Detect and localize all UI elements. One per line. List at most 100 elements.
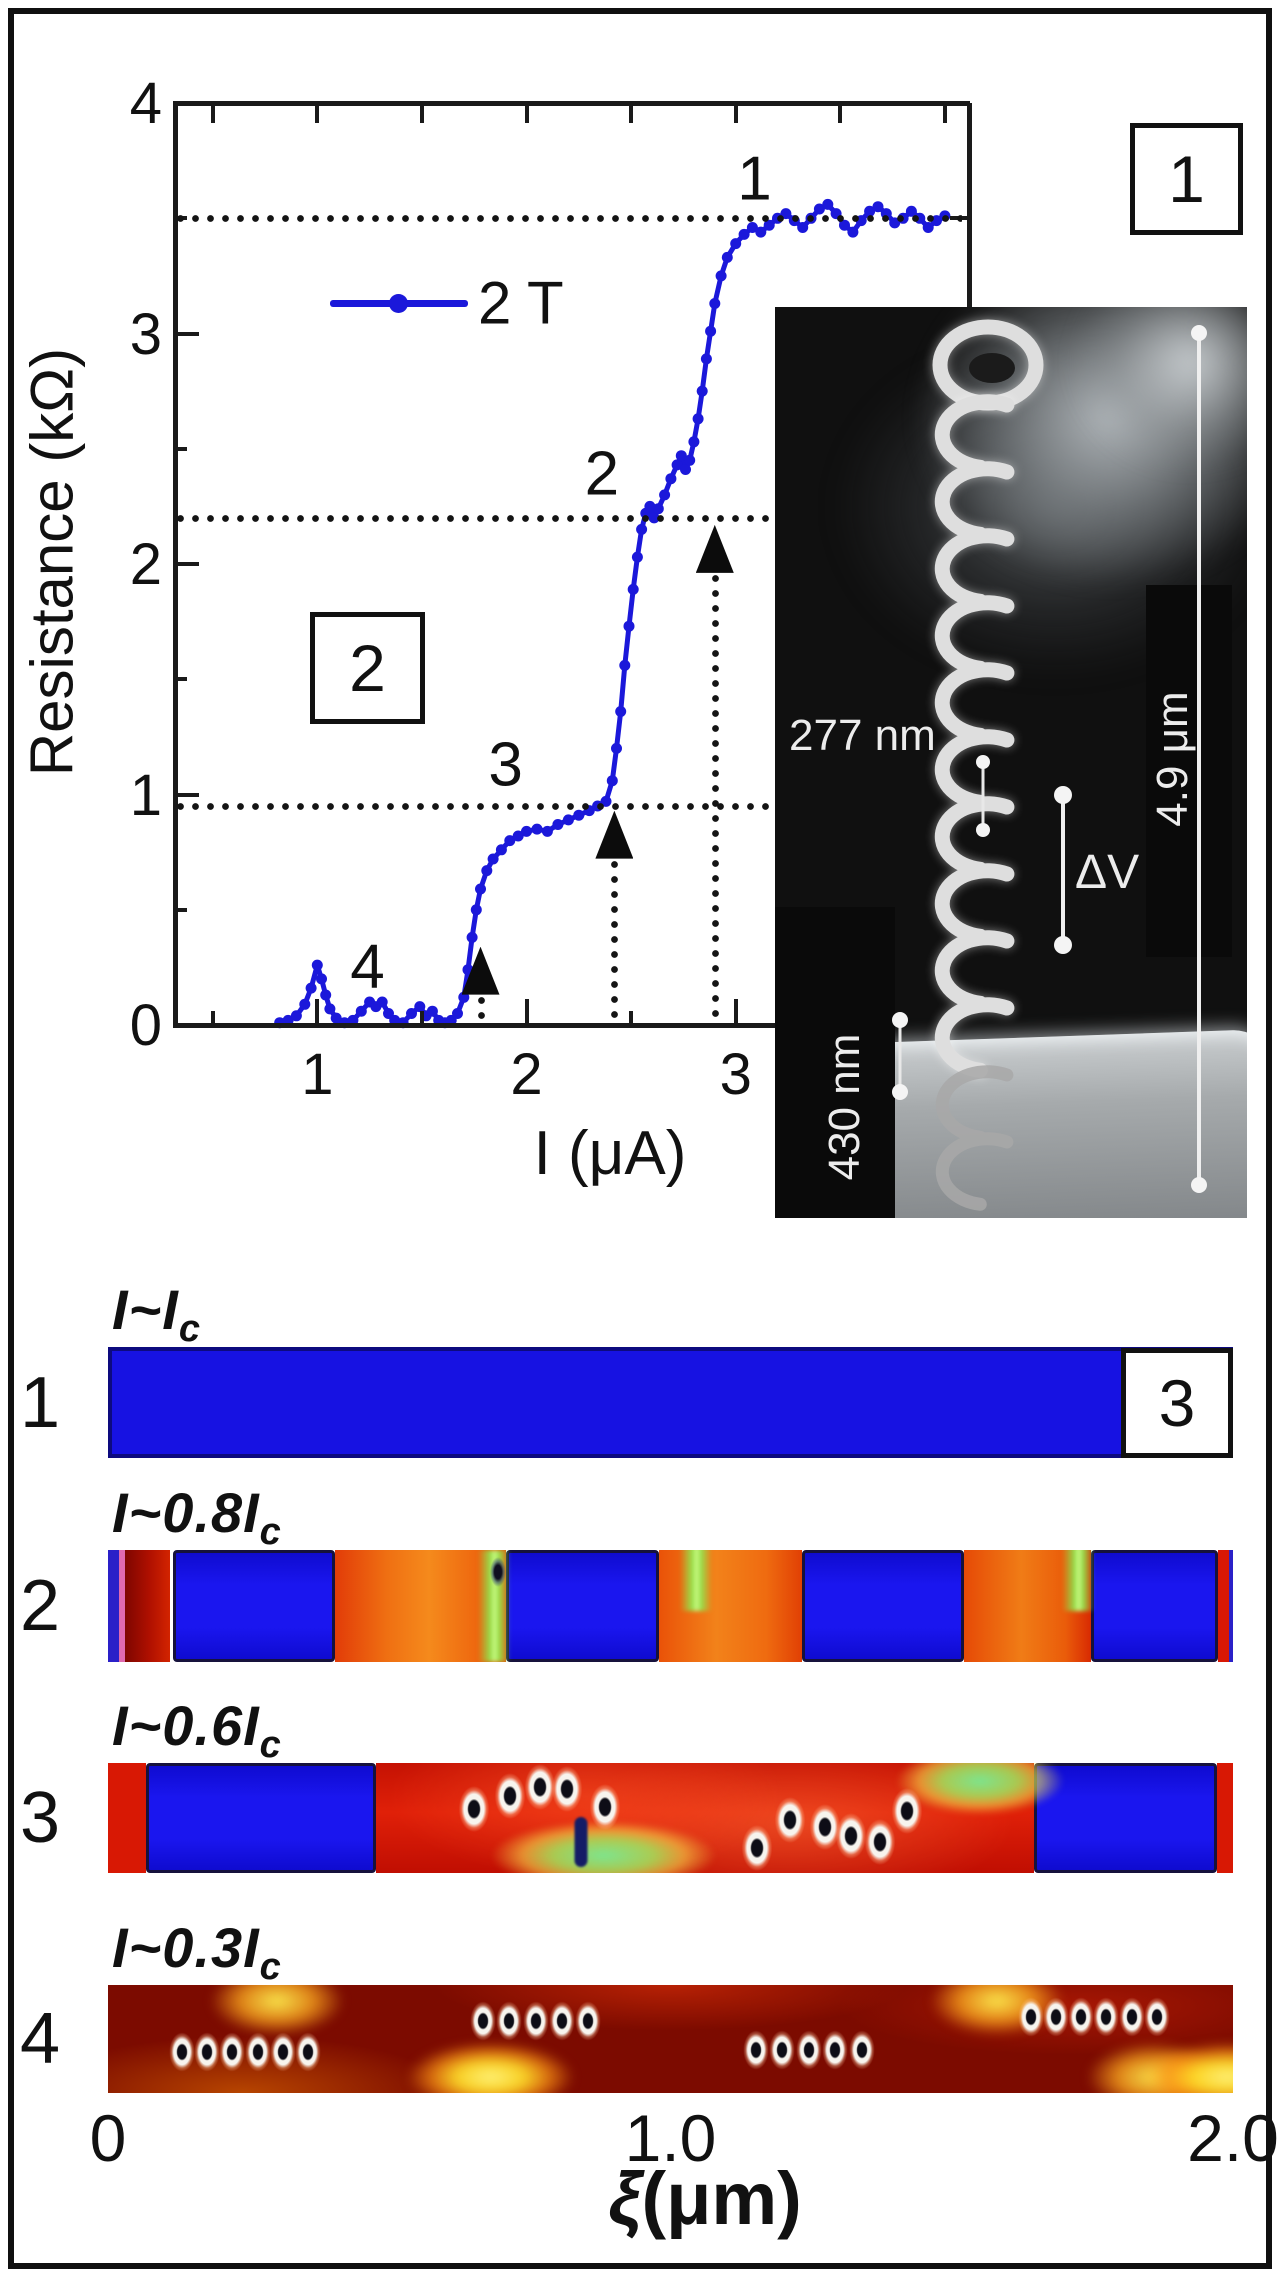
- vortex-dot: [820, 2026, 851, 2073]
- x-major-tick: [733, 999, 738, 1025]
- panel-label-box-2: 2: [310, 612, 425, 724]
- arrow-tail-1: [477, 992, 485, 1021]
- top-tick: [419, 103, 424, 123]
- green-streak: [680, 1550, 713, 1611]
- x-minor-tick: [419, 1011, 424, 1025]
- vortex-dot: [491, 1769, 528, 1823]
- y-tick-label: 4: [129, 71, 162, 136]
- strip-axis-tick-0: 0: [89, 2101, 127, 2175]
- legend-label: 2 T: [478, 269, 564, 337]
- y-major-tick: [173, 331, 199, 336]
- x-major-tick: [315, 999, 320, 1025]
- strip-3: [108, 1763, 1233, 1873]
- strip-segment-blueedge: [1228, 1550, 1233, 1662]
- x-tick-label: 2: [510, 1042, 543, 1107]
- top-tick: [315, 103, 320, 123]
- strip-segment-red: [1217, 1763, 1233, 1873]
- vortex-dot: [490, 1557, 507, 1588]
- vortex-dot: [1066, 1994, 1097, 2041]
- current-label-sub: c: [259, 1946, 282, 1989]
- strip-current-label-3: I~0.6Ic: [112, 1693, 282, 1767]
- y-minor-tick: [173, 446, 187, 451]
- step-annotation-3: 3: [488, 730, 523, 800]
- height-label: 4.9 μm: [1148, 691, 1197, 827]
- top-tick: [629, 103, 634, 123]
- vortex-dot: [242, 2028, 273, 2075]
- y-tick-label: 0: [129, 993, 162, 1058]
- step-annotation-4: 4: [350, 932, 385, 1002]
- vortex-dot: [1015, 1994, 1046, 2041]
- current-label-sub: c: [259, 1724, 282, 1767]
- coil-top-hole: [969, 353, 1015, 383]
- arrow-tail-3: [711, 570, 719, 1021]
- delta-v-bottom-dot: [1054, 936, 1072, 954]
- vortex-dot: [1116, 1994, 1147, 2041]
- panel-label-box-3: 3: [1121, 1348, 1233, 1458]
- pitch-bottom-dot: [976, 823, 990, 837]
- strip-segment-blue1: [108, 1347, 1233, 1458]
- strip-axis-tick-1.0: 1.0: [624, 2101, 717, 2175]
- current-label-sub: c: [178, 1308, 201, 1351]
- vortex-dot: [167, 2028, 198, 2075]
- pitch-top-dot: [976, 755, 990, 769]
- strip-number-1: 1: [19, 1362, 61, 1443]
- x-tick-label: 3: [719, 1042, 752, 1107]
- strip-segment-blue: [506, 1550, 660, 1662]
- top-tick: [524, 103, 529, 123]
- vortex-dot: [267, 2028, 298, 2075]
- y-minor-tick: [173, 907, 187, 912]
- x-major-tick: [524, 999, 529, 1025]
- vortex-dot: [574, 1817, 587, 1868]
- strip-current-label-4: I~0.3Ic: [112, 1915, 282, 1989]
- strip-segment-blue: [1033, 1763, 1218, 1873]
- strip-axis-unit: (μm): [641, 2157, 802, 2240]
- vortex-dot: [520, 1997, 551, 2044]
- sem-right-label-band: [1146, 585, 1232, 957]
- green-streak: [1061, 1550, 1094, 1611]
- y-major-tick: [173, 1023, 199, 1027]
- strip-segment-blue: [173, 1550, 336, 1662]
- strip-segment-blue: [1091, 1550, 1219, 1662]
- coil-lower-turns: [935, 1065, 1014, 1211]
- panel-label-3: 3: [1158, 1366, 1196, 1440]
- vortex-dot: [546, 1997, 577, 2044]
- vortex-dot: [549, 1763, 585, 1817]
- vortex-dot: [846, 2026, 877, 2073]
- top-tick: [733, 103, 738, 123]
- vortex-dot: [1142, 1994, 1173, 2041]
- current-label-main: I~I: [112, 1278, 179, 1341]
- vortex-dot: [793, 2026, 824, 2073]
- strip-2: [108, 1550, 1233, 1662]
- strip-segment-orange: [335, 1550, 507, 1662]
- y-major-tick: [173, 562, 199, 566]
- vortex-dot: [292, 2028, 323, 2075]
- current-label-main: I~0.8I: [112, 1481, 260, 1544]
- strip-4: [108, 1985, 1233, 2093]
- x-axis-title: I (μA): [533, 1119, 687, 1188]
- vortex-dot: [587, 1780, 624, 1834]
- diameter-bottom-dot: [892, 1084, 908, 1100]
- step-annotation-2: 2: [584, 439, 620, 509]
- strip-1: [108, 1347, 1233, 1458]
- heat-glow: [209, 1985, 345, 2036]
- y-tick-label: 3: [129, 301, 162, 367]
- arrow-tail-2: [611, 856, 619, 1021]
- vortex-dot: [767, 2026, 798, 2073]
- top-tick: [942, 103, 947, 123]
- diameter-label: 430 nm: [820, 1033, 869, 1181]
- legend-marker-dot: [389, 294, 408, 313]
- strip-segment-blue: [802, 1550, 965, 1662]
- vortex-dot: [455, 1782, 492, 1837]
- y-major-tick: [173, 101, 199, 105]
- panel-label-1: 1: [1168, 142, 1205, 216]
- vortex-dot: [741, 2026, 771, 2073]
- panel-label-2: 2: [349, 631, 386, 705]
- strip-number-3: 3: [19, 1778, 61, 1858]
- vortex-dot: [467, 1997, 498, 2044]
- heat-glow: [1143, 2042, 1233, 2093]
- strip-segment-pink: [119, 1550, 125, 1662]
- length-line-top-dot: [1191, 325, 1207, 341]
- strip-segment-red: [1218, 1550, 1229, 1662]
- top-tick: [210, 103, 215, 123]
- vortex-dot: [888, 1784, 925, 1839]
